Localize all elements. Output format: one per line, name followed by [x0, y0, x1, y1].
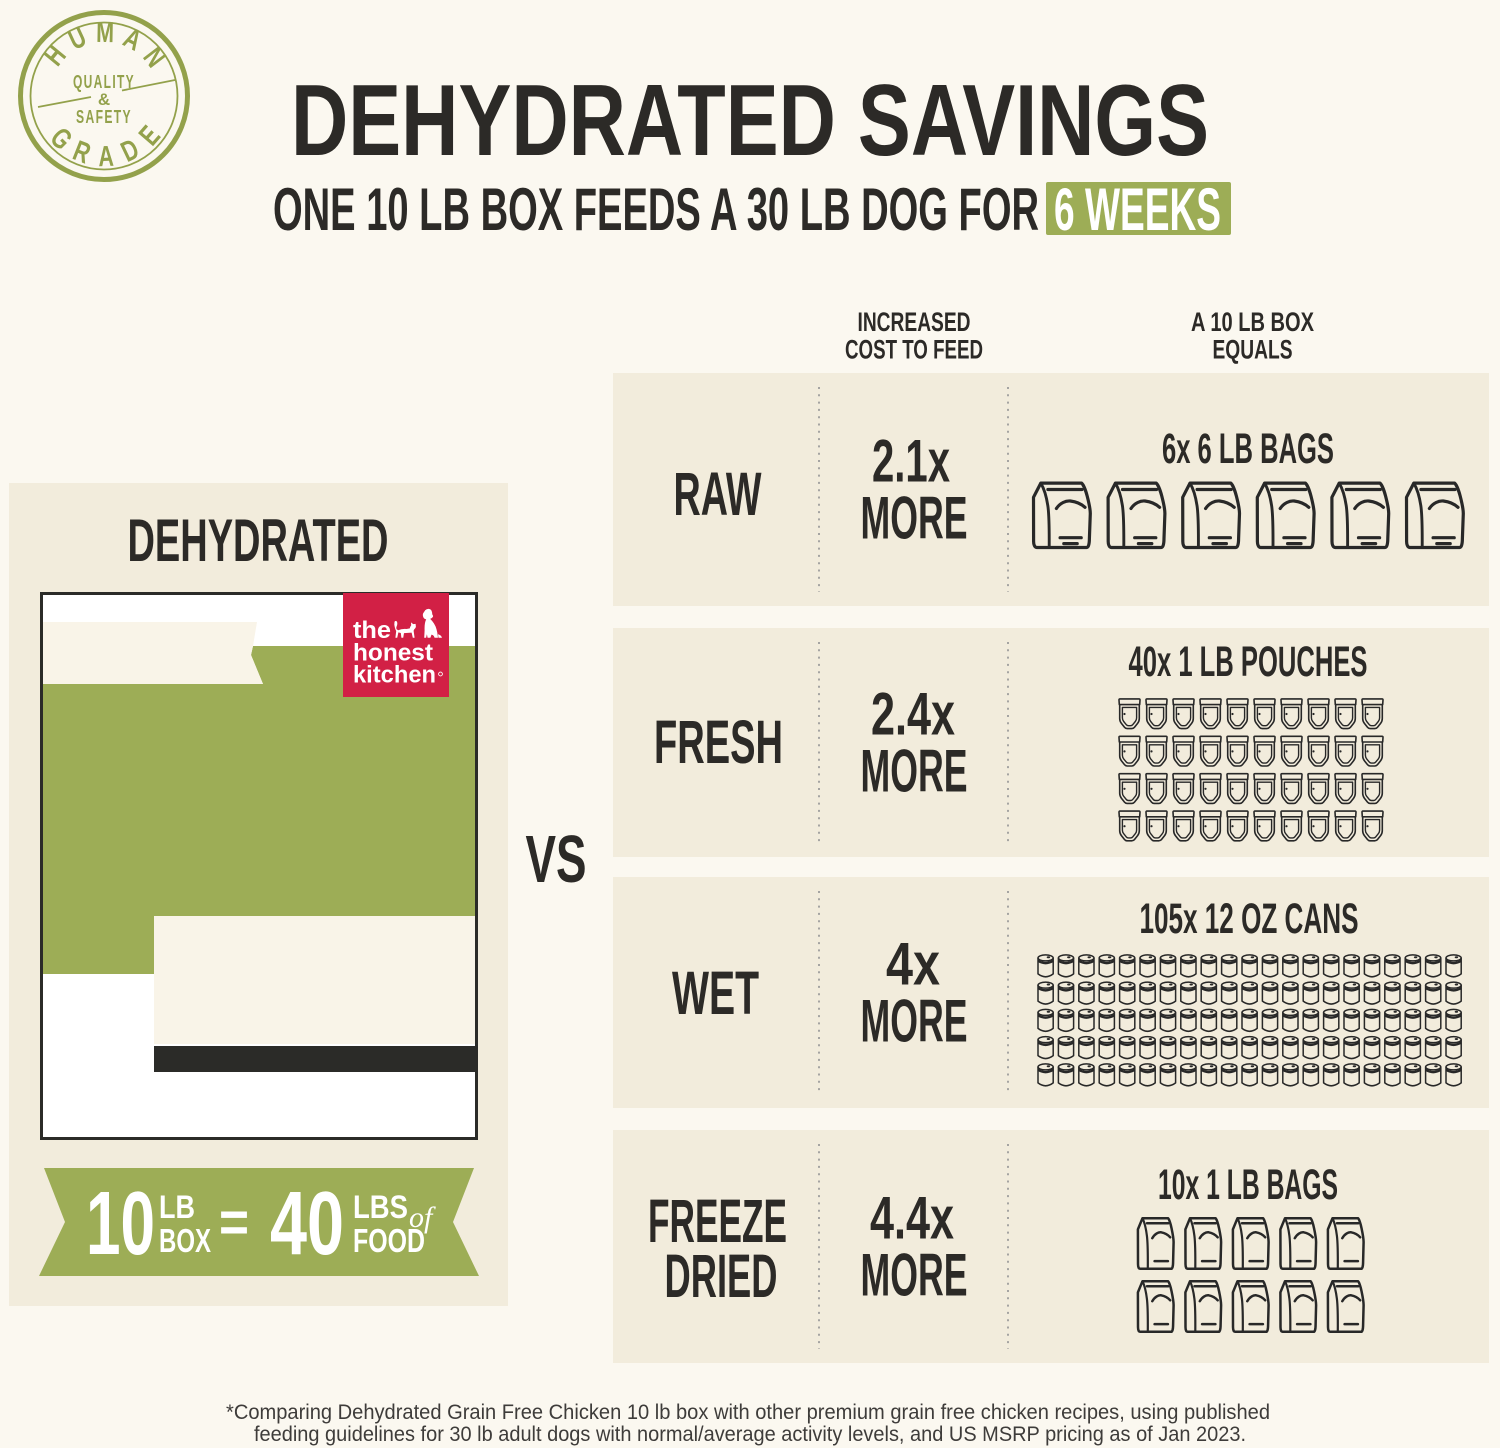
svg-text:2.1x: 2.1x	[872, 428, 950, 495]
svg-text:INCREASED: INCREASED	[858, 307, 971, 337]
svg-text:COST TO FEED: COST TO FEED	[845, 335, 983, 365]
svg-text:of: of	[409, 1201, 436, 1234]
svg-text:40x 1 LB POUCHES: 40x 1 LB POUCHES	[1129, 638, 1368, 686]
svg-text:105x 12 OZ CANS: 105x 12 OZ CANS	[1140, 895, 1359, 943]
svg-text:ONE 10 LB BOX FEEDS A 30 LB DO: ONE 10 LB BOX FEEDS A 30 LB DOG FOR	[273, 176, 1039, 243]
svg-text:WET: WET	[672, 959, 759, 1027]
svg-text:MORE: MORE	[861, 738, 968, 805]
svg-text:4.4x: 4.4x	[870, 1185, 954, 1252]
svg-text:feeding guidelines for 30 lb a: feeding guidelines for 30 lb adult dogs …	[254, 1422, 1246, 1446]
svg-text:4x: 4x	[886, 931, 940, 998]
svg-text:6 WEEKS: 6 WEEKS	[1054, 176, 1221, 243]
svg-text:&: &	[98, 90, 110, 109]
svg-text:MORE: MORE	[861, 988, 968, 1055]
svg-text:EQUALS: EQUALS	[1213, 335, 1293, 365]
svg-text:RAW: RAW	[674, 460, 762, 528]
svg-text:SAFETY: SAFETY	[76, 107, 132, 127]
svg-text:FREEZE: FREEZE	[648, 1187, 787, 1255]
svg-text:10x 1 LB BAGS: 10x 1 LB BAGS	[1158, 1161, 1338, 1209]
svg-text:LB: LB	[159, 1189, 195, 1225]
svg-text:DRIED: DRIED	[665, 1242, 778, 1310]
svg-text:honest: honest	[353, 640, 433, 667]
svg-text:6x 6 LB BAGS: 6x 6 LB BAGS	[1162, 425, 1334, 473]
svg-text:M: M	[96, 17, 114, 49]
svg-text:kitchen: kitchen	[353, 662, 436, 689]
svg-text:DEHYDRATED SAVINGS: DEHYDRATED SAVINGS	[291, 65, 1209, 177]
svg-text:=: =	[219, 1190, 249, 1255]
svg-text:MORE: MORE	[861, 1242, 968, 1309]
svg-text:BOX: BOX	[159, 1222, 211, 1259]
svg-text:A 10 LB BOX: A 10 LB BOX	[1191, 307, 1314, 337]
svg-text:QUALITY: QUALITY	[73, 72, 135, 92]
svg-text:DEHYDRATED: DEHYDRATED	[128, 507, 389, 574]
svg-text:the: the	[353, 617, 391, 644]
svg-text:MORE: MORE	[861, 485, 968, 552]
svg-text:FRESH: FRESH	[654, 708, 783, 776]
svg-text:10: 10	[86, 1174, 155, 1274]
svg-text:40: 40	[270, 1174, 344, 1274]
svg-text:*Comparing Dehydrated Grain Fr: *Comparing Dehydrated Grain Free Chicken…	[226, 1400, 1270, 1424]
svg-text:A: A	[98, 141, 115, 173]
svg-text:2.4x: 2.4x	[871, 681, 955, 748]
svg-text:FOOD: FOOD	[353, 1222, 425, 1259]
svg-text:VS: VS	[526, 822, 587, 897]
svg-text:LBS: LBS	[353, 1189, 408, 1225]
